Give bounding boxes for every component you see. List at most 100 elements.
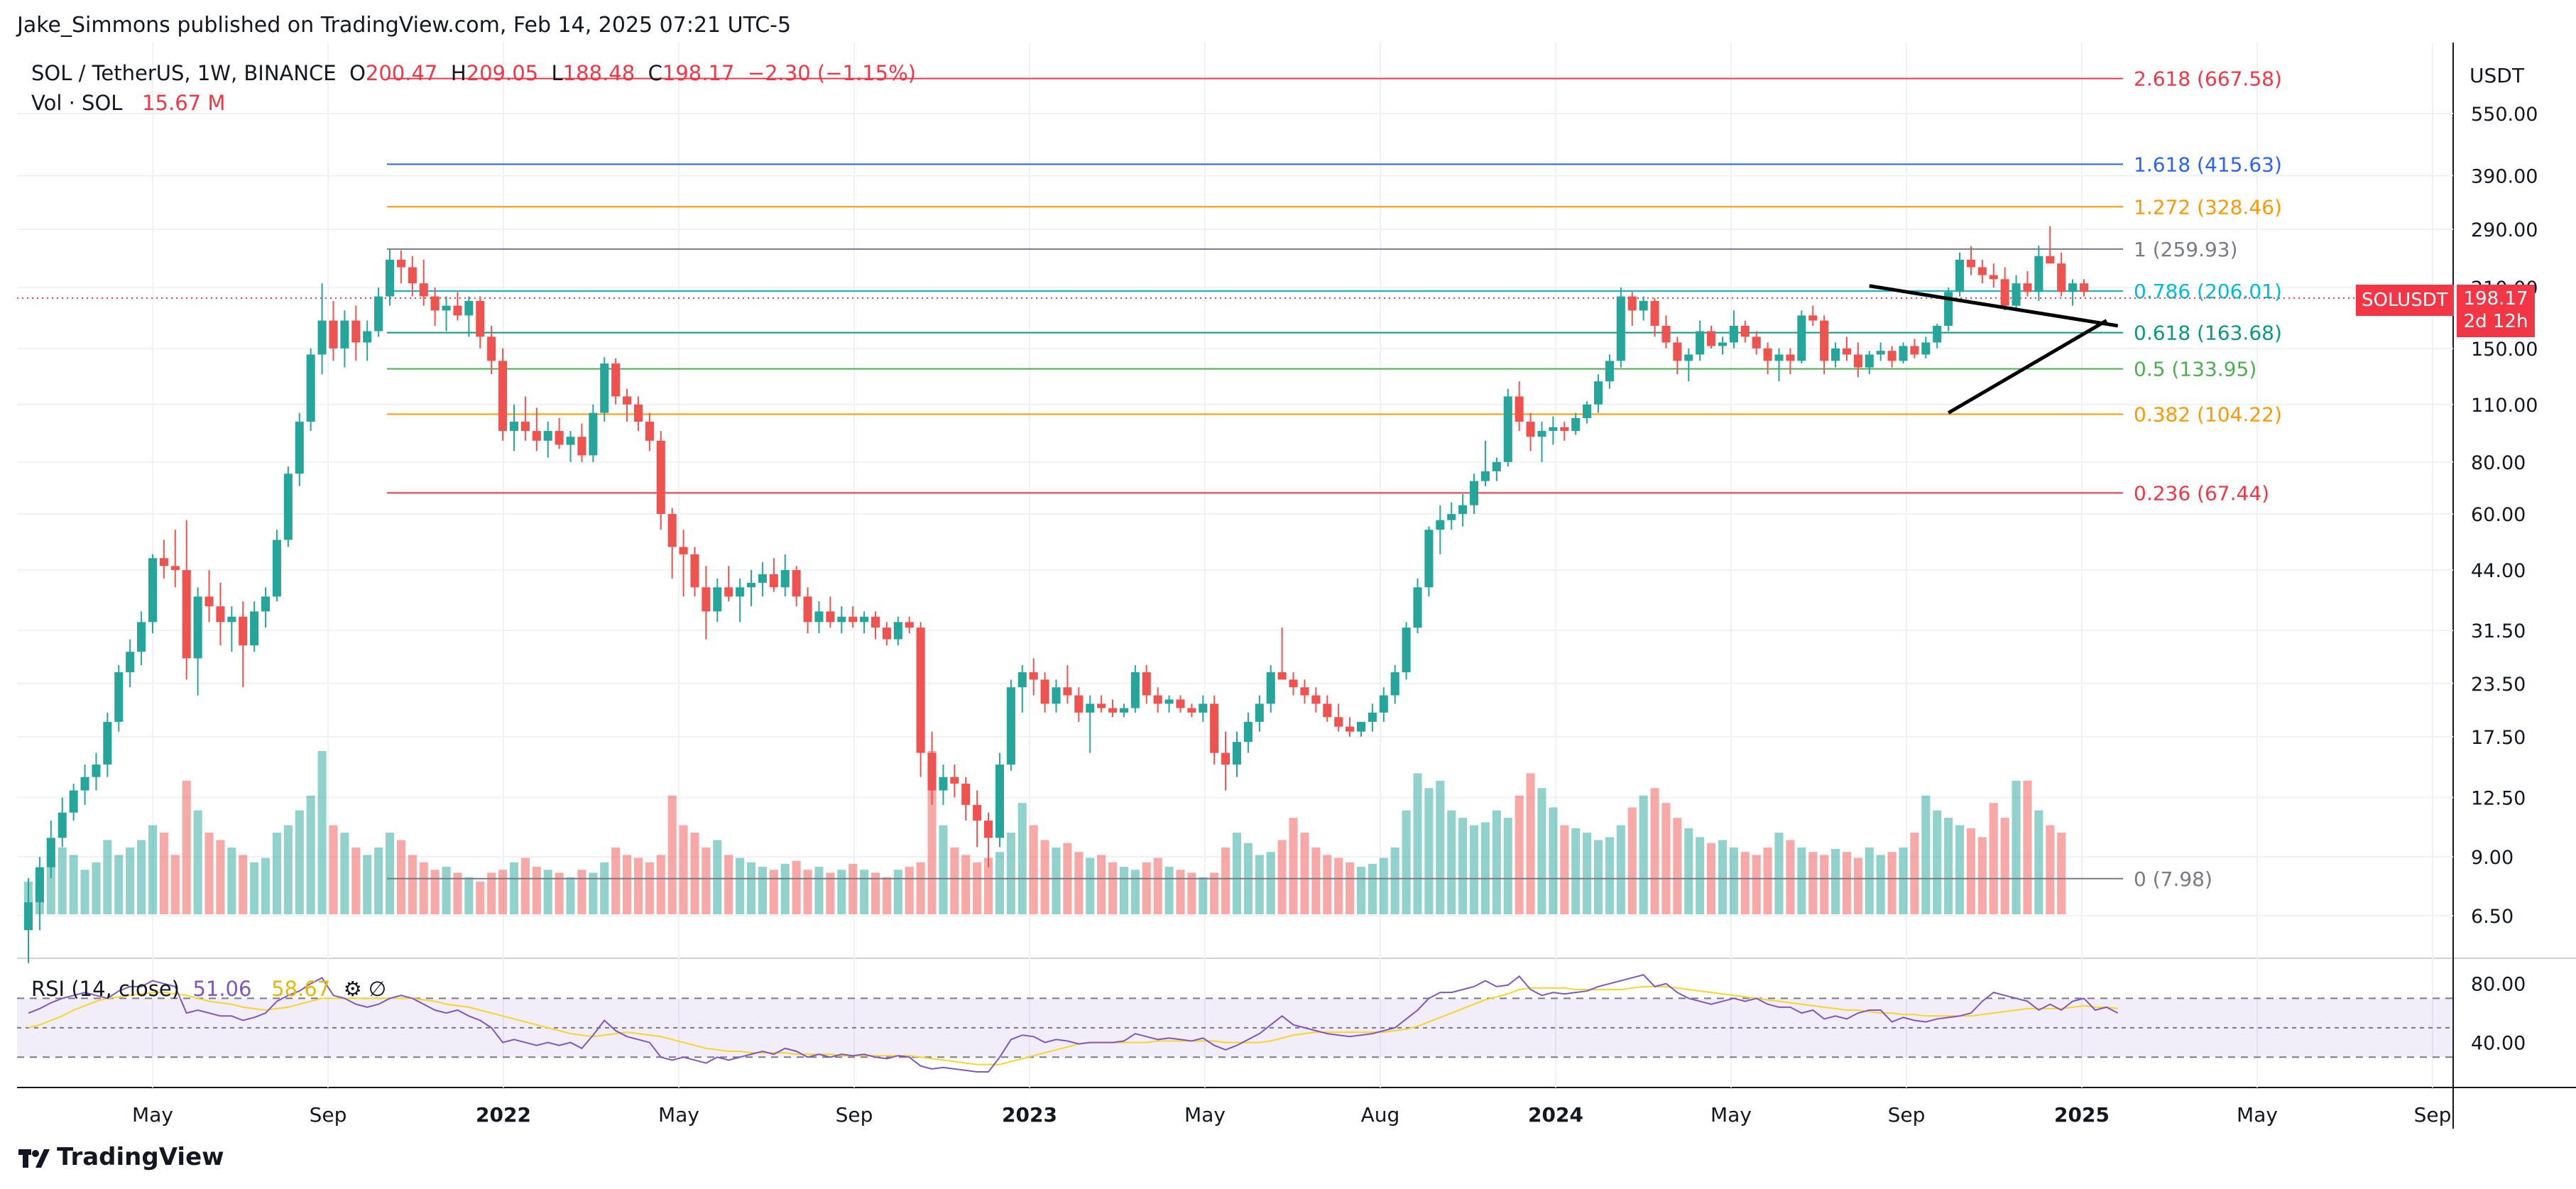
candle-body (1966, 259, 1975, 268)
volume-label[interactable]: Vol · SOL (31, 91, 123, 115)
candle-body (351, 320, 361, 343)
candle-body (363, 331, 372, 343)
volume-bar (995, 852, 1005, 914)
fib-label: 0.618 (163.68) (2134, 322, 2282, 345)
volume-bar (1469, 825, 1479, 914)
volume-bar (950, 847, 959, 914)
volume-bar (227, 847, 236, 914)
volume-bar (1074, 852, 1084, 914)
candle-body (746, 583, 756, 588)
candle-body (1142, 672, 1151, 696)
volume-bar (1515, 795, 1524, 914)
hide-icon[interactable]: ∅ (368, 977, 387, 1001)
volume-bar (2034, 810, 2043, 914)
volume-bar (498, 870, 508, 914)
volume-bar (1605, 837, 1614, 914)
candle-body (2012, 283, 2021, 306)
volume-bar (148, 825, 158, 914)
volume-bar (1729, 847, 1738, 914)
candle-body (1255, 703, 1264, 722)
candle-body (1718, 342, 1728, 346)
volume-bar (283, 825, 293, 914)
symbol-name[interactable]: SOL / TetherUS, 1W, BINANCE (31, 61, 337, 85)
symbol-legend: SOL / TetherUS, 1W, BINANCE O200.47 H209… (31, 61, 916, 85)
volume-bar (374, 847, 383, 914)
candle-body (2000, 279, 2009, 306)
volume-bar (170, 855, 180, 914)
volume-bar (1831, 849, 1840, 914)
volume-bar (1921, 795, 1931, 914)
price-tick-label: 150.00 (2471, 339, 2538, 361)
candle-body (656, 440, 665, 515)
volume-bar (1853, 857, 1862, 914)
price-tick-label: 23.50 (2471, 674, 2526, 696)
last-price-tag: 198.17 2d 12h (2457, 285, 2535, 337)
candle-body (792, 570, 801, 597)
volume-bar (1684, 828, 1693, 914)
volume-bar (1289, 818, 1298, 914)
currency-label[interactable]: USDT (2469, 64, 2524, 87)
settings-icon[interactable]: ⚙ (343, 977, 362, 1001)
candle-body (1910, 346, 1919, 355)
candle-body (1639, 301, 1648, 311)
volume-bar (1232, 833, 1242, 914)
volume-bar (1774, 833, 1784, 914)
candle-body (193, 596, 202, 659)
volume-bar (1842, 852, 1852, 914)
price-tick-label: 60.00 (2471, 504, 2526, 526)
candle-body (1346, 726, 1355, 732)
candle-body (1696, 331, 1705, 355)
volume-bar (826, 872, 835, 914)
candle-body (984, 821, 993, 838)
volume-bar (690, 833, 699, 914)
fib-label: 1.618 (415.63) (2134, 153, 2282, 176)
candle-body (1402, 628, 1411, 673)
candle-body (611, 363, 621, 397)
volume-bar (1221, 847, 1230, 914)
candle-body (1515, 396, 1524, 422)
candle-body (170, 566, 180, 571)
candle-body (589, 412, 598, 456)
volume-bar (746, 862, 756, 914)
volume-bar (1696, 837, 1705, 914)
volume-bar (973, 862, 982, 914)
candle-body (645, 422, 654, 441)
candle-body (1899, 346, 1908, 361)
tradingview-logo[interactable]: TradingView (17, 1143, 224, 1171)
volume-bar (487, 872, 496, 914)
candle-body (814, 611, 824, 623)
candle-body (1492, 461, 1501, 471)
candle-body (92, 765, 101, 777)
volume-bar (860, 870, 869, 914)
candle-body (916, 628, 925, 753)
candle-body (442, 305, 451, 311)
candle-body (1006, 687, 1015, 765)
volume-bar (329, 825, 338, 914)
candle-body (1831, 348, 1840, 361)
trendline (1869, 284, 2119, 328)
time-tick-label: May (2237, 1103, 2278, 1127)
candle-body (1989, 275, 1998, 280)
volume-bar (1424, 788, 1434, 914)
publisher-header: Jake_Simmons published on TradingView.co… (17, 13, 792, 38)
candle-body (893, 622, 902, 640)
candle-body (961, 783, 971, 805)
candle-body (973, 804, 982, 821)
close-value: 198.17 (662, 61, 735, 85)
candle-body (2034, 256, 2043, 292)
candle-body (633, 404, 643, 422)
volume-bar (927, 751, 937, 914)
rsi-tick-label: 40.00 (2471, 1033, 2526, 1055)
volume-bar (600, 862, 609, 914)
volume-bar (1086, 857, 1095, 914)
rsi-label[interactable]: RSI (14, close) (31, 977, 180, 1001)
volume-bar (509, 862, 519, 914)
candle-body (927, 752, 937, 791)
volume-bar (2023, 780, 2032, 914)
volume-bar (1379, 857, 1388, 914)
volume-bar (566, 877, 575, 914)
volume-bar (905, 867, 914, 914)
volume-bar (385, 833, 395, 914)
